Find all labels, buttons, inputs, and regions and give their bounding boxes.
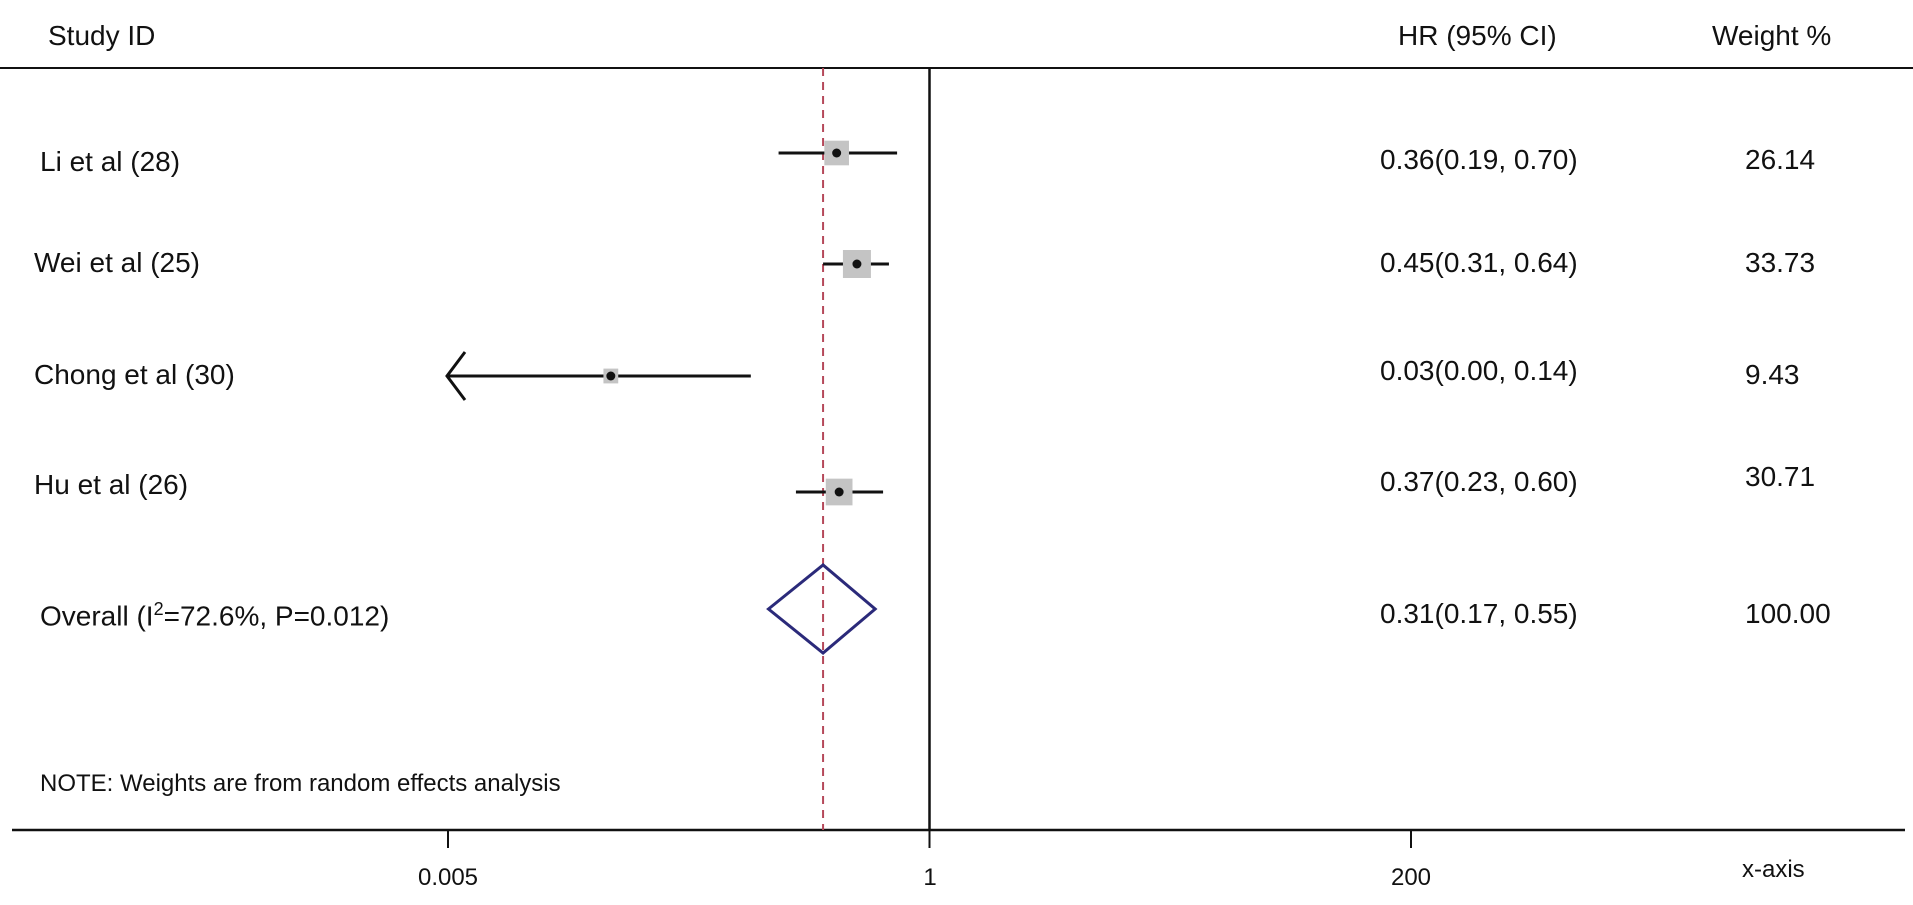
- overall-label-suffix: =72.6%, P=0.012): [163, 600, 390, 632]
- overall-effect-text: 0.31(0.17, 0.55): [1380, 598, 1578, 629]
- study-ci-arrow: [445, 351, 467, 401]
- overall-diamond: [766, 563, 878, 655]
- study-label: Li et al (28): [40, 146, 181, 177]
- x-tick-label: 1: [923, 864, 937, 891]
- study-weight-text: 33.73: [1745, 247, 1816, 278]
- x-tick-label: 0.005: [417, 864, 479, 891]
- x-tick-label: 200: [1390, 864, 1432, 891]
- analysis-note: NOTE: Weights are from random effects an…: [40, 770, 561, 797]
- overall-label: Overall (I2=72.6%, P=0.012): [40, 600, 389, 630]
- study-effect-text: 0.45(0.31, 0.64): [1380, 247, 1578, 278]
- study-label: Hu et al (26): [34, 469, 189, 500]
- overall-weight-text: 100.00: [1745, 598, 1831, 629]
- header-study-id: Study ID: [48, 20, 156, 51]
- study-point: [832, 148, 842, 158]
- x-axis-label: x-axis: [1742, 856, 1805, 883]
- header-hr-ci: HR (95% CI): [1398, 20, 1557, 51]
- study-weight-text: 30.71: [1745, 461, 1816, 492]
- study-effect-text: 0.03(0.00, 0.14): [1380, 355, 1578, 386]
- study-point: [834, 487, 844, 497]
- study-label: Wei et al (25): [34, 247, 200, 278]
- study-weight-text: 26.14: [1745, 144, 1816, 175]
- header-weight: Weight %: [1712, 20, 1832, 51]
- overall-label-prefix: Overall (I: [40, 600, 154, 632]
- study-point: [852, 259, 862, 269]
- study-effect-text: 0.37(0.23, 0.60): [1380, 466, 1578, 497]
- study-weight-text: 9.43: [1745, 359, 1800, 390]
- study-label: Chong et al (30): [34, 359, 235, 390]
- overall-label-superscript: 2: [153, 599, 164, 619]
- study-point: [606, 371, 616, 381]
- study-effect-text: 0.36(0.19, 0.70): [1380, 144, 1578, 175]
